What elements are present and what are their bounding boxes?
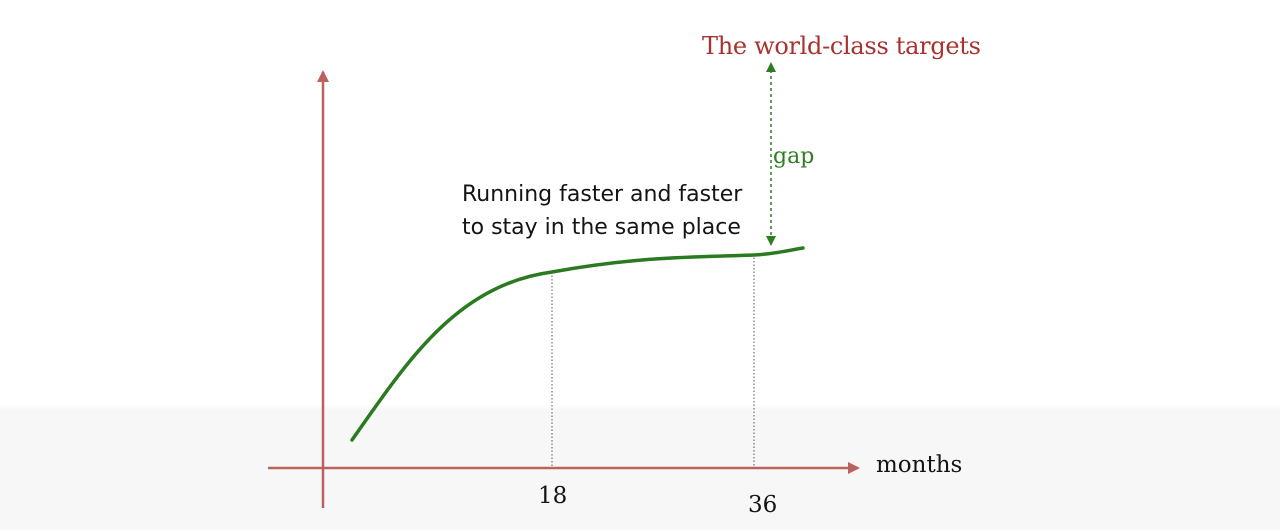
growth-curve [350, 246, 805, 442]
caption-line-1: Running faster and faster [462, 182, 743, 207]
tick-label-36: 36 [748, 492, 778, 518]
target-label: The world-class targets [702, 32, 981, 60]
x-axis-label: months [876, 452, 963, 478]
caption-line-2: to stay in the same place [462, 215, 741, 240]
tick-label-18: 18 [538, 483, 568, 509]
curve-caption: Running faster and faster to stay in the… [462, 178, 742, 244]
gap-label: gap [773, 144, 815, 169]
